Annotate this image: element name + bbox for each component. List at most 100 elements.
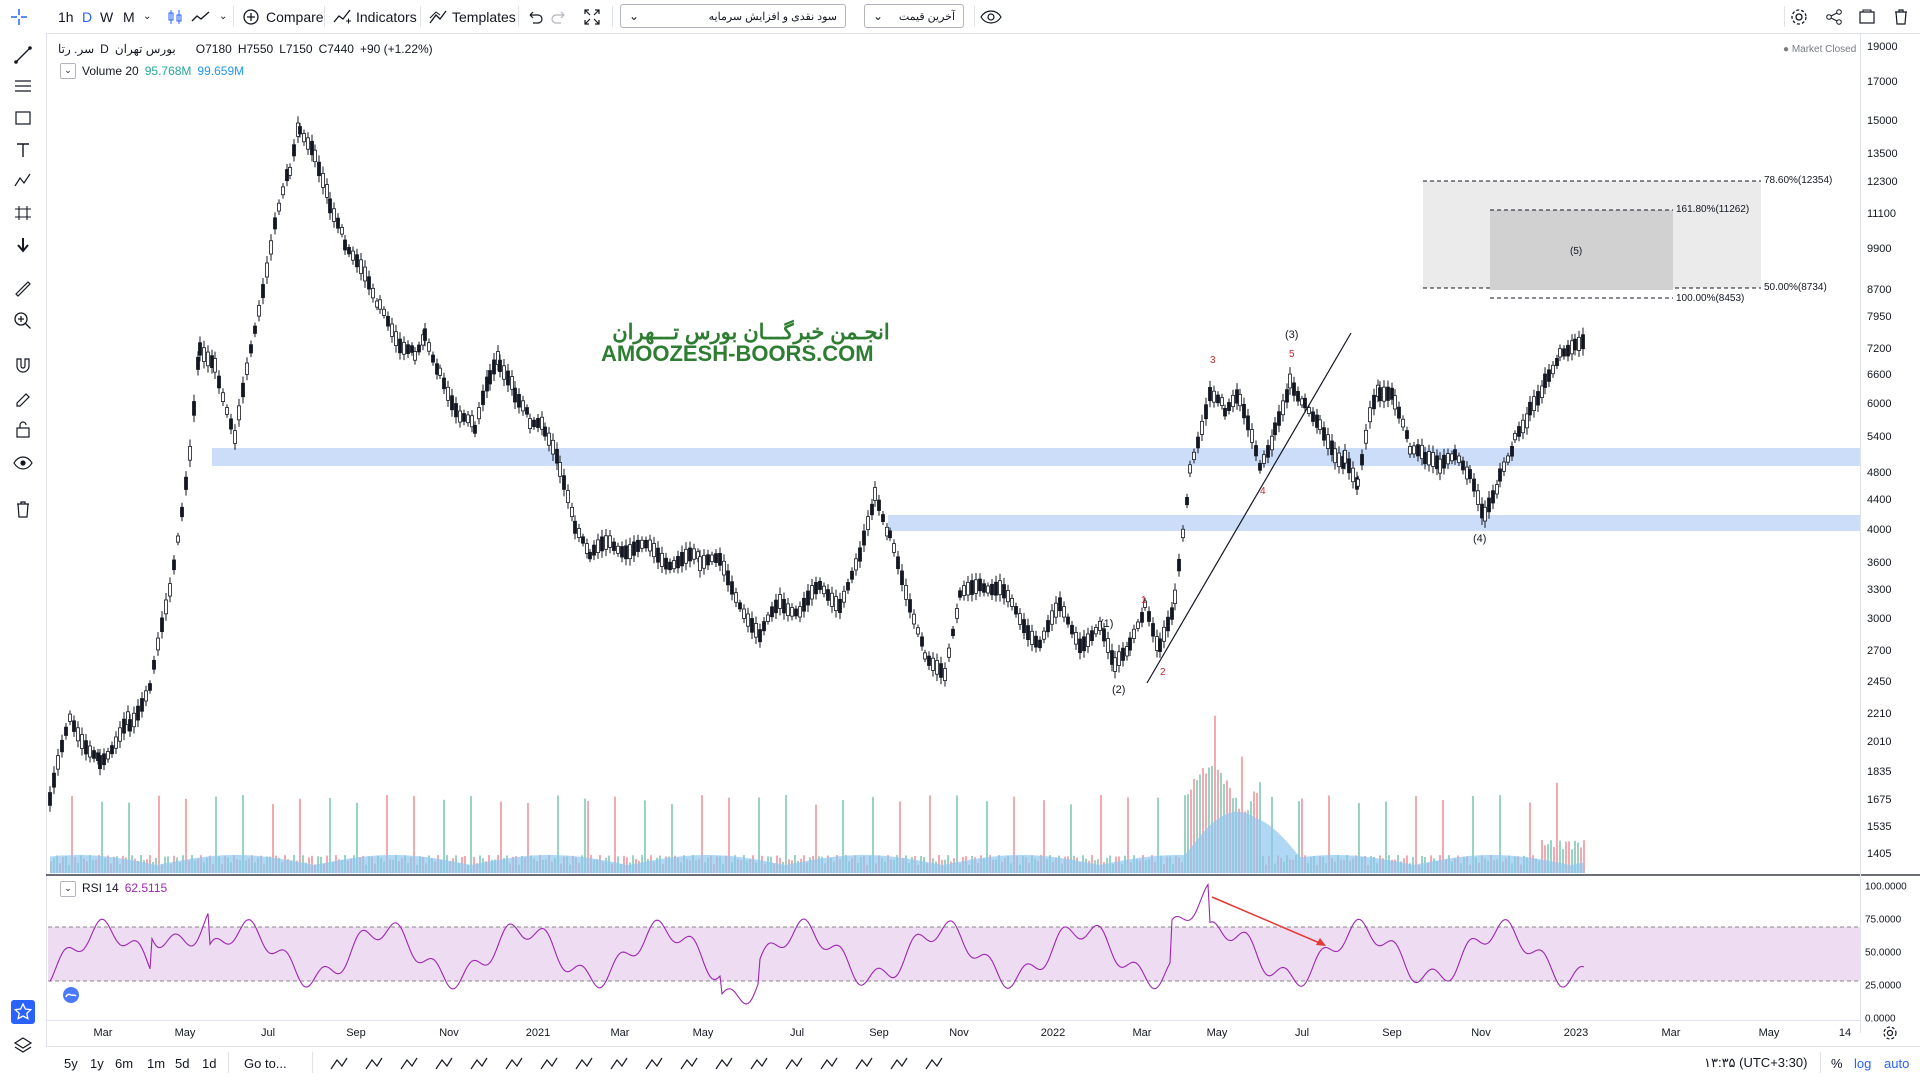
text-icon[interactable] — [11, 138, 35, 162]
gear-icon[interactable] — [1882, 1020, 1898, 1046]
rsi-label[interactable]: RSI 14 — [82, 881, 119, 895]
auto-toggle[interactable]: auto — [1884, 1055, 1910, 1071]
candle-body — [292, 144, 296, 157]
log-toggle[interactable]: log — [1854, 1055, 1872, 1071]
price-axis[interactable] — [1860, 33, 1920, 1033]
time-axis[interactable] — [46, 1020, 1860, 1047]
range-5d[interactable]: 5d — [175, 1055, 190, 1071]
support-zone-lower[interactable] — [888, 515, 1860, 531]
templates-icon[interactable] — [428, 0, 448, 33]
candle-style-icon[interactable] — [166, 0, 184, 33]
arrow-down-icon[interactable] — [11, 233, 35, 257]
h-ray-icon[interactable] — [538, 1054, 560, 1074]
indicators-icon[interactable] — [332, 0, 352, 33]
compare-button[interactable]: Compare — [266, 8, 324, 25]
crosshair-icon[interactable] — [573, 1054, 595, 1074]
period-d-button[interactable]: D — [82, 8, 93, 25]
wave-label-3: (3) — [1285, 329, 1299, 341]
horizontal-lines-icon[interactable] — [11, 74, 35, 98]
collapse-rsi-icon[interactable]: ⌄ — [60, 881, 76, 897]
trash-icon[interactable] — [1893, 0, 1909, 33]
layers-icon[interactable] — [11, 1034, 35, 1058]
time-tick-label: Sep — [1382, 1027, 1402, 1039]
redo-icon[interactable] — [550, 0, 568, 33]
crosshair-icon[interactable] — [10, 0, 38, 33]
goto-button[interactable]: Go to... — [244, 1055, 287, 1071]
fib-inner-box[interactable] — [1490, 210, 1673, 290]
chevron-down-icon[interactable]: ⌄ — [143, 11, 152, 22]
elliott-icon[interactable] — [818, 1054, 840, 1074]
candle-body — [1054, 602, 1058, 618]
trend-line-icon[interactable] — [11, 43, 35, 67]
cloud-icon[interactable] — [60, 986, 82, 1004]
period-w-button[interactable]: W — [100, 8, 114, 25]
candle-body — [1562, 348, 1566, 357]
ruler-icon[interactable] — [11, 277, 35, 301]
volume-label[interactable]: Volume 20 — [82, 64, 139, 78]
dividend-adjust-select[interactable]: سود نقدی و افزایش سرمایه ⌄ — [620, 4, 846, 28]
candle-body — [128, 719, 132, 732]
abcd-icon[interactable] — [783, 1054, 805, 1074]
pattern-icon[interactable] — [11, 169, 35, 193]
candle-body — [367, 276, 371, 290]
pattern-icon[interactable] — [888, 1054, 910, 1074]
trend-line[interactable] — [1146, 332, 1352, 684]
brush-icon[interactable] — [643, 1054, 665, 1074]
collapse-legend-icon[interactable]: ⌄ — [60, 63, 76, 79]
eye-icon[interactable] — [980, 0, 1002, 33]
divergence-arrow[interactable] — [1211, 896, 1323, 945]
interval-button[interactable]: 1h — [58, 8, 74, 25]
rectangle-icon[interactable] — [11, 106, 35, 130]
percent-toggle[interactable]: % — [1831, 1055, 1843, 1071]
support-zone-upper[interactable] — [212, 448, 1860, 466]
stay-drawing-icon[interactable] — [11, 385, 35, 409]
price-source-select[interactable]: آخرین قیمت ⌄ — [864, 4, 964, 28]
symbol-name[interactable]: سر. رتا — [58, 42, 95, 56]
candle-body — [1491, 490, 1495, 504]
candle-body — [1102, 628, 1106, 642]
line-icon[interactable] — [433, 1054, 455, 1074]
candle-body — [668, 561, 672, 571]
range-1d[interactable]: 1d — [202, 1055, 217, 1071]
grid-icon[interactable] — [713, 1054, 735, 1074]
rect-icon[interactable] — [468, 1054, 490, 1074]
snapshot-icon[interactable] — [1858, 0, 1876, 33]
candle-body — [1166, 616, 1170, 632]
range-6m[interactable]: 6m — [115, 1055, 134, 1071]
fullscreen-icon[interactable] — [583, 0, 601, 33]
chevron-down-icon[interactable]: ⌄ — [219, 11, 228, 22]
h-line-icon[interactable] — [678, 1054, 700, 1074]
range-1m[interactable]: 1m — [147, 1055, 166, 1071]
volume-bar — [701, 795, 703, 873]
prediction-icon[interactable] — [11, 201, 35, 225]
curve-icon[interactable] — [853, 1054, 875, 1074]
gear-icon[interactable] — [1790, 0, 1808, 33]
indicators-button[interactable]: Indicators — [356, 8, 417, 25]
candle-body — [1517, 426, 1521, 437]
range-icon[interactable] — [923, 1054, 945, 1074]
magnet-icon[interactable] — [11, 353, 35, 377]
period-m-button[interactable]: M — [123, 8, 135, 25]
volume-bar — [1571, 849, 1573, 873]
star-icon[interactable] — [11, 1000, 35, 1024]
share-icon[interactable] — [1825, 0, 1843, 33]
lock-icon[interactable] — [11, 417, 35, 441]
range-1y[interactable]: 1y — [90, 1055, 104, 1071]
callout-icon[interactable] — [503, 1054, 525, 1074]
list-lines-icon[interactable] — [328, 1054, 350, 1074]
path-icon[interactable] — [398, 1054, 420, 1074]
range-5y[interactable]: 5y — [64, 1055, 78, 1071]
candle-body — [88, 745, 92, 758]
compare-icon[interactable] — [242, 0, 260, 33]
xabcd-icon[interactable] — [748, 1054, 770, 1074]
text-icon[interactable] — [363, 1054, 385, 1074]
line-style-icon[interactable] — [191, 0, 211, 33]
undo-icon[interactable] — [526, 0, 544, 33]
arrow-icon[interactable] — [608, 1054, 630, 1074]
templates-button[interactable]: Templates — [452, 8, 516, 25]
trash-icon[interactable] — [11, 497, 35, 521]
candle-body — [900, 570, 904, 586]
zoom-in-icon[interactable] — [11, 309, 35, 333]
eye-icon[interactable] — [11, 451, 35, 475]
